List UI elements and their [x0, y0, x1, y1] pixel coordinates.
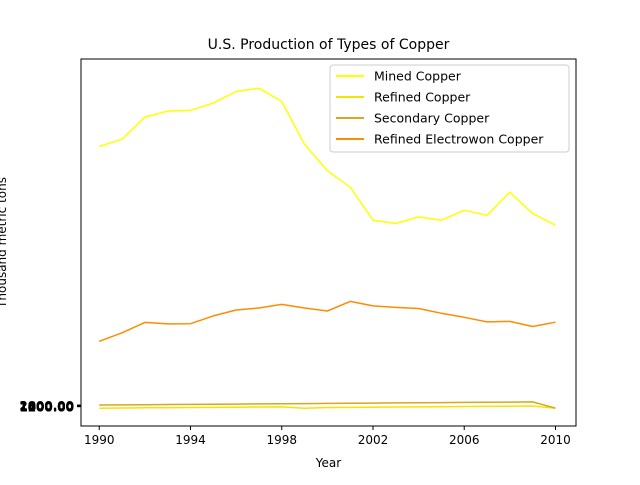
- legend: Mined Copper Refined Copper Secondary Copp…: [329, 64, 570, 153]
- y-tick-label: 2000.00: [19, 399, 74, 413]
- series-line-1: [98, 87, 556, 226]
- x-tick-label: 2010: [540, 433, 571, 447]
- legend-label: Refined Electrowon Copper: [374, 132, 544, 147]
- x-tick-label: 1994: [175, 433, 206, 447]
- y-axis-ticks: 1000.001200.001400.001600.001800.002000.…: [19, 399, 81, 415]
- x-axis-ticks: 1990 1994 1998 2002 2006 2010: [84, 426, 571, 447]
- x-tick-label: 1990: [84, 433, 115, 447]
- series-line-2: [99, 405, 556, 409]
- series-line-4: [98, 300, 556, 343]
- series-layer: [98, 87, 556, 409]
- x-axis-label: Year: [315, 456, 341, 470]
- y-tick-label: 1600.00: [19, 400, 74, 414]
- y-tick-label: 1000.00: [19, 401, 74, 415]
- x-tick-label: 2002: [358, 433, 389, 447]
- chart-title: U.S. Production of Types of Copper: [208, 37, 450, 53]
- legend-label: Mined Copper: [374, 69, 462, 84]
- y-axis-label: Thousand metric tons: [0, 177, 9, 309]
- y-tick-label: 1400.00: [19, 400, 74, 414]
- x-tick-label: 2006: [449, 433, 480, 447]
- series-line-3: [99, 401, 556, 409]
- legend-box: [329, 64, 570, 153]
- legend-label: Secondary Copper: [374, 111, 490, 126]
- x-tick-label: 1998: [266, 433, 297, 447]
- y-tick-label: 1800.00: [19, 399, 74, 413]
- legend-label: Refined Copper: [374, 90, 471, 105]
- y-tick-label: 1200.00: [19, 400, 74, 414]
